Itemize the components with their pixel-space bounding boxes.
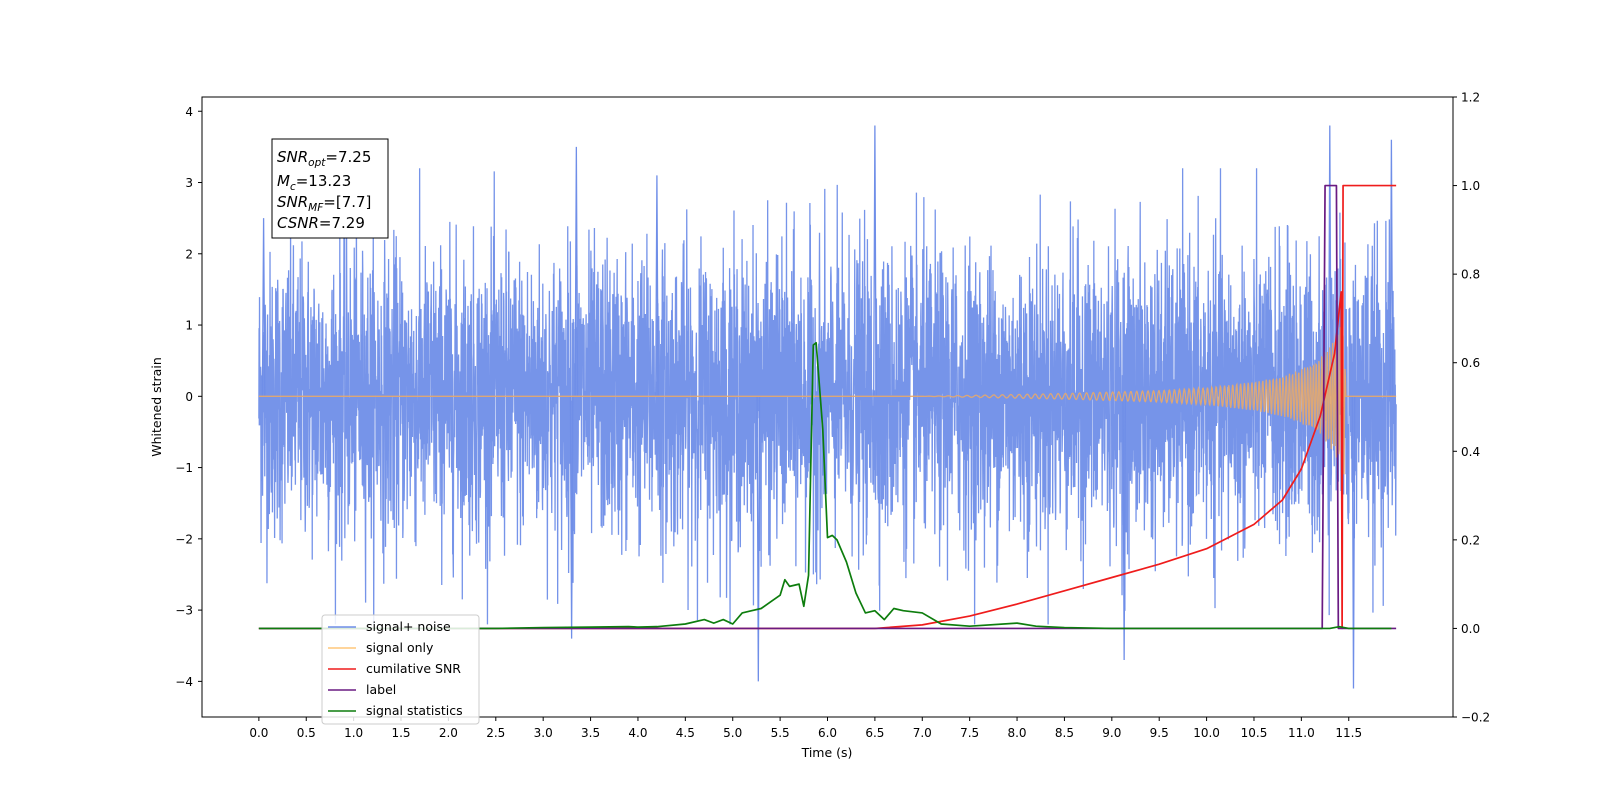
x-tick-label: 10.0 bbox=[1193, 726, 1220, 740]
y-tick-label: 4 bbox=[185, 105, 193, 119]
x-tick-label: 7.0 bbox=[913, 726, 932, 740]
y-tick-label: −4 bbox=[175, 675, 193, 689]
y-tick-label: 2 bbox=[185, 247, 193, 261]
x-tick-label: 3.5 bbox=[581, 726, 600, 740]
x-axis-label: Time (s) bbox=[801, 745, 853, 760]
annotation-line-snr-opt: SNRopt=7.25 bbox=[277, 148, 371, 169]
annotation-line-mc: Mc=13.23 bbox=[277, 172, 351, 193]
x-tick-label: 8.5 bbox=[1055, 726, 1074, 740]
series-cumulative-snr bbox=[258, 184, 1397, 630]
legend-label-signal-statistics: signal statistics bbox=[366, 703, 463, 718]
x-tick-label: 1.0 bbox=[344, 726, 363, 740]
y-tick-label: 0 bbox=[185, 390, 193, 404]
legend-label-cumulative-snr: cumilative SNR bbox=[366, 661, 461, 676]
x-tick-label: 4.0 bbox=[628, 726, 647, 740]
series-signal-statistics bbox=[258, 341, 1392, 630]
y-tick-label: 3 bbox=[185, 176, 193, 190]
y-tick-label: 1 bbox=[185, 319, 193, 333]
x-tick-label: 1.5 bbox=[391, 726, 410, 740]
legend: signal+ noise signal only cumilative SNR… bbox=[321, 614, 480, 725]
x-tick-label: 10.5 bbox=[1241, 726, 1268, 740]
y2-tick-label: 0.2 bbox=[1461, 533, 1480, 547]
x-tick-label: 8.0 bbox=[1007, 726, 1026, 740]
x-tick-label: 9.5 bbox=[1150, 726, 1169, 740]
legend-label-signal-noise: signal+ noise bbox=[366, 619, 451, 634]
y2-tick-label: 0.0 bbox=[1461, 622, 1480, 636]
legend-label-label: label bbox=[366, 682, 396, 697]
annotation-box: SNRopt=7.25 Mc=13.23 SNRMF=[7.7] CSNR=7.… bbox=[271, 138, 389, 239]
x-tick-label: 7.5 bbox=[960, 726, 979, 740]
x-tick-label: 2.5 bbox=[486, 726, 505, 740]
x-tick-label: 6.0 bbox=[818, 726, 837, 740]
annotation-line-csnr: CSNR=7.29 bbox=[277, 214, 365, 232]
annotation-line-snr-mf: SNRMF=[7.7] bbox=[277, 193, 371, 214]
y2-tick-label: 0.8 bbox=[1461, 268, 1480, 282]
y2-tick-label: −0.2 bbox=[1461, 711, 1490, 725]
series-layer bbox=[258, 125, 1397, 689]
y-axis-label: Whitened strain bbox=[149, 357, 164, 456]
y-tick-label: −1 bbox=[175, 461, 193, 475]
x-tick-label: 0.5 bbox=[297, 726, 316, 740]
x-tick-label: 5.5 bbox=[771, 726, 790, 740]
ticks-layer: 0.0 0.5 1.0 1.5 2.0 2.5 3.0 3.5 4.0 4.5 5.0 5.5 6.0 6… bbox=[175, 91, 1490, 741]
series-signal-noise bbox=[258, 168, 1397, 625]
y-tick-label: −2 bbox=[175, 532, 193, 546]
x-tick-label: 11.5 bbox=[1335, 726, 1362, 740]
x-tick-label: 3.0 bbox=[534, 726, 553, 740]
y2-tick-label: 1.2 bbox=[1461, 91, 1480, 105]
series-signal-noise-peaks bbox=[261, 125, 1394, 689]
annotation-frame bbox=[271, 138, 389, 239]
legend-label-signal-only: signal only bbox=[366, 640, 434, 655]
x-tick-label: 0.0 bbox=[249, 726, 268, 740]
x-tick-label: 11.0 bbox=[1288, 726, 1315, 740]
x-tick-label: 5.0 bbox=[723, 726, 742, 740]
y2-tick-label: 0.6 bbox=[1461, 356, 1480, 370]
series-signal-only bbox=[258, 327, 1397, 475]
y-tick-label: −3 bbox=[175, 604, 193, 618]
x-tick-label: 9.0 bbox=[1102, 726, 1121, 740]
y2-tick-label: 1.0 bbox=[1461, 179, 1480, 193]
x-tick-label: 2.0 bbox=[439, 726, 458, 740]
x-tick-label: 6.5 bbox=[865, 726, 884, 740]
legend-frame bbox=[321, 614, 480, 725]
x-tick-label: 4.5 bbox=[676, 726, 695, 740]
y2-tick-label: 0.4 bbox=[1461, 445, 1480, 459]
